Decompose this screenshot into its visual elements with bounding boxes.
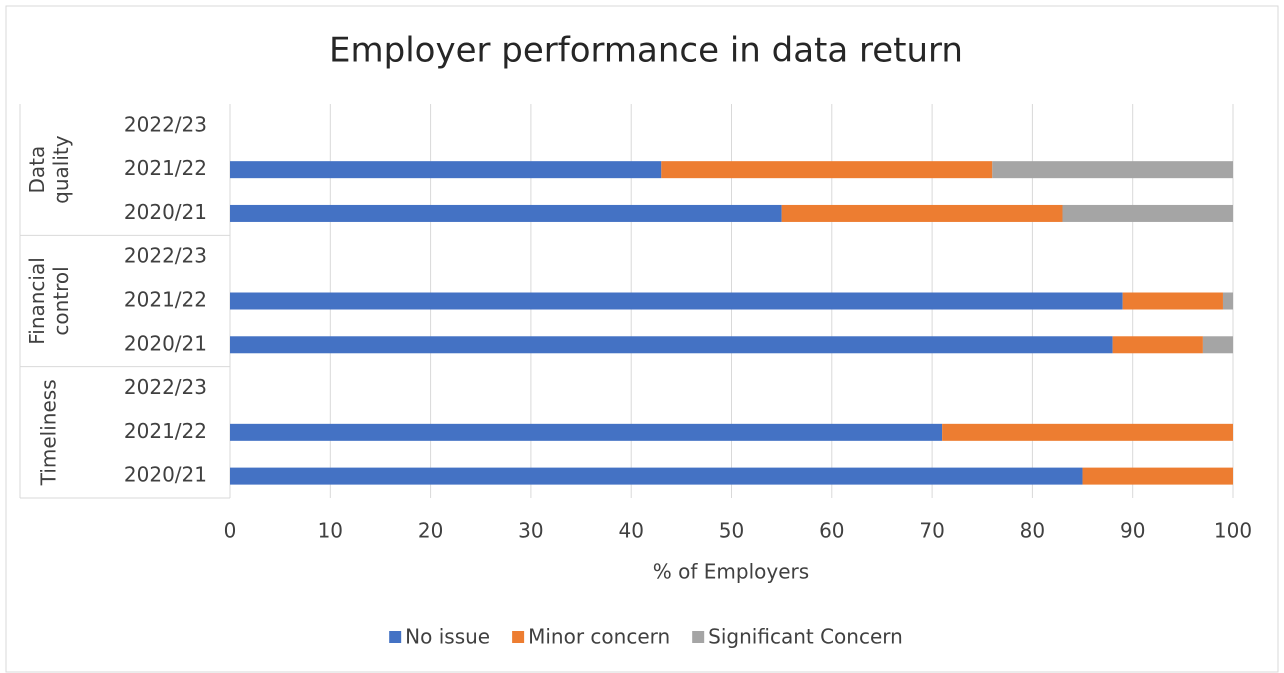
- y-tick-label: 2020/21: [124, 331, 207, 355]
- bar-segment: [230, 423, 943, 441]
- bar-segment: [230, 467, 1083, 485]
- x-tick-label: 0: [224, 519, 237, 543]
- legend-swatch: [389, 631, 402, 643]
- group-label: Dataquality: [25, 135, 73, 204]
- bar-segment: [1222, 292, 1233, 310]
- x-tick-label: 60: [819, 519, 844, 543]
- x-tick-label: 50: [719, 519, 744, 543]
- bar-segment: [230, 204, 782, 222]
- bar-segment: [1202, 336, 1233, 354]
- y-tick-label: 2022/23: [124, 375, 207, 399]
- bar-segment: [1082, 467, 1233, 485]
- bar-segment: [230, 161, 662, 179]
- bar-segment: [661, 161, 993, 179]
- bar-segment: [992, 161, 1233, 179]
- chart-title: Employer performance in data return: [329, 31, 963, 71]
- group-label: Financialcontrol: [25, 257, 73, 345]
- bar-segment: [1112, 336, 1203, 354]
- legend-label: No issue: [405, 625, 490, 649]
- legend-swatch: [692, 631, 705, 643]
- bar-segment: [230, 292, 1123, 310]
- x-tick-label: 10: [318, 519, 343, 543]
- y-tick-label: 2021/22: [124, 288, 207, 312]
- x-axis-title: % of Employers: [653, 560, 809, 584]
- legend-label: Minor concern: [528, 625, 670, 649]
- group-label: Timeliness: [37, 379, 61, 486]
- x-tick-label: 70: [919, 519, 944, 543]
- bar-segment: [781, 204, 1063, 222]
- bar-segment: [1062, 204, 1233, 222]
- legend-swatch: [512, 631, 525, 643]
- y-tick-label: 2022/23: [124, 244, 207, 268]
- bar-segment: [942, 423, 1233, 441]
- x-tick-label: 90: [1120, 519, 1145, 543]
- y-tick-label: 2020/21: [124, 200, 207, 224]
- y-tick-label: 2021/22: [124, 156, 207, 180]
- x-tick-label: 100: [1214, 519, 1252, 543]
- y-tick-label: 2022/23: [124, 112, 207, 136]
- x-tick-label: 80: [1020, 519, 1045, 543]
- y-tick-label: 2020/21: [124, 463, 207, 487]
- y-tick-label: 2021/22: [124, 419, 207, 443]
- legend-label: Significant Concern: [708, 625, 903, 649]
- bar-segment: [230, 336, 1113, 354]
- x-tick-label: 20: [418, 519, 443, 543]
- x-tick-label: 40: [618, 519, 643, 543]
- bar-segment: [1122, 292, 1223, 310]
- legend: No issue Minor concern Significant Concern: [389, 625, 903, 649]
- x-tick-label: 30: [518, 519, 543, 543]
